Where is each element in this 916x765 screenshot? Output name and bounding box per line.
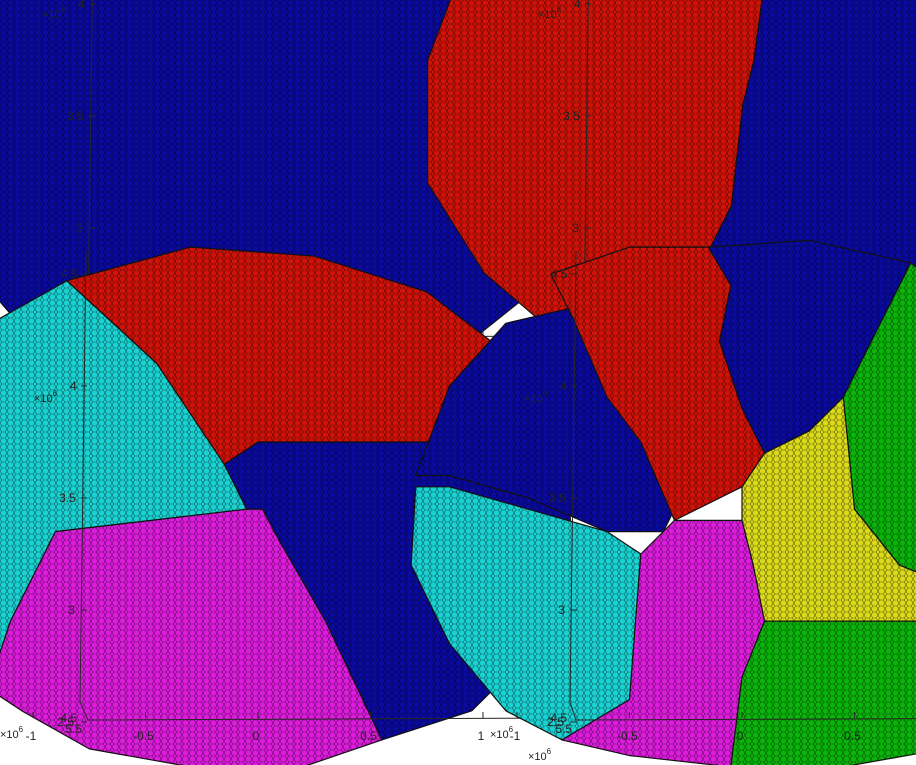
axis-frame: [79, 251, 574, 721]
x-tick-label: 0.5: [844, 729, 861, 743]
x-tick-label: 0.5: [360, 729, 377, 743]
z-exponent-label: ×106: [490, 725, 514, 741]
x-tick-label: -0.5: [617, 729, 638, 743]
y-tick-label: 3.5: [563, 109, 580, 123]
y-exponent-label: ×106: [34, 389, 58, 405]
x-tick-label: 0: [253, 729, 260, 743]
x-tick-label: 0: [737, 729, 744, 743]
y-exponent-label-power: 6: [53, 389, 58, 398]
z-tick-label: 4.5: [550, 711, 567, 725]
z-tick-label: 5.5: [65, 722, 82, 736]
z-exponent-label-power: 6: [509, 725, 514, 734]
x-exponent-label-power: 6: [547, 747, 552, 756]
y-tick-label: 3: [68, 603, 75, 617]
y-exponent-label-power: 6: [61, 5, 66, 14]
cluster-region-2: [0, 280, 248, 655]
y-tick-label: 3.5: [549, 491, 566, 505]
z-exponent-label-power: 6: [19, 725, 24, 734]
y-tick-label: 3: [76, 221, 83, 235]
y-tick-label: 3: [558, 603, 565, 617]
y-tick-label: 4: [574, 0, 581, 11]
x-exponent-label: ×106: [528, 747, 552, 763]
y-exponent-label: ×106: [538, 5, 562, 21]
y-tick-label: 3: [572, 221, 579, 235]
z-tick-label: 5.5: [555, 722, 572, 736]
y-exponent-label: ×106: [524, 389, 548, 405]
y-tick-label: 2.5: [57, 715, 74, 729]
axis-frame: [569, 251, 916, 721]
y-tick-label: 4.5: [551, 267, 568, 281]
x-tick-label: -0.5: [133, 729, 154, 743]
y-exponent-label-power: 6: [543, 389, 548, 398]
x-tick-label: 1: [478, 729, 485, 743]
cluster-region-8: [730, 620, 916, 765]
z-exponent-label: ×106: [0, 725, 24, 741]
y-tick-label: 4.5: [61, 267, 78, 281]
y-exponent-label-power: 6: [557, 5, 562, 14]
y-tick-label: 2.5: [547, 715, 564, 729]
cluster-region-4: [0, 508, 383, 765]
y-exponent-label: ×106: [42, 5, 66, 21]
cluster-region-7: [741, 396, 916, 622]
y-tick-label: 4: [70, 379, 77, 393]
z-tick-label: 4.5: [60, 711, 77, 725]
y-tick-label: 4: [560, 379, 567, 393]
y-tick-label: 4: [78, 0, 85, 11]
panel-4: 2.533.544.5-1-0.500.514.55.5×106×106×106: [410, 239, 916, 765]
y-tick-label: 3.5: [67, 109, 84, 123]
x-tick-label: -1: [26, 729, 37, 743]
y-tick-label: 3.5: [59, 491, 76, 505]
x-tick-label: -1: [510, 729, 521, 743]
